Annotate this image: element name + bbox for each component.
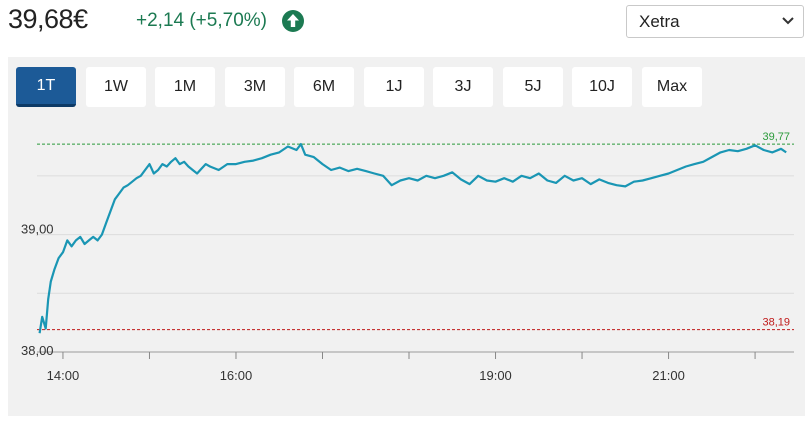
- quote-header: 39,68€ +2,14 (+5,70%) Xetra: [0, 0, 811, 52]
- arrow-up-circle-icon: [282, 10, 304, 32]
- tab-6m[interactable]: 6M: [294, 67, 354, 107]
- x-tick-label-0: 14:00: [47, 368, 80, 383]
- chevron-down-icon: [782, 17, 794, 25]
- reference-label-1: 38,19: [762, 317, 790, 329]
- tab-1m[interactable]: 1M: [155, 67, 215, 107]
- tab-1w[interactable]: 1W: [86, 67, 146, 107]
- y-tick-label-1: 39,00: [21, 222, 54, 237]
- exchange-selected-value: Xetra: [639, 12, 680, 31]
- price-series-line: [38, 143, 787, 334]
- tab-max[interactable]: Max: [642, 67, 702, 107]
- current-price: 39,68€: [8, 4, 88, 34]
- exchange-select[interactable]: Xetra: [626, 5, 804, 38]
- tab-1t[interactable]: 1T: [16, 67, 76, 107]
- tab-10j[interactable]: 10J: [572, 67, 632, 107]
- price-chart[interactable]: 14:00 16:00 19:00 21:00 38,00 39,00 39,77 38,19: [8, 57, 805, 416]
- tab-5j[interactable]: 5J: [503, 67, 563, 107]
- x-tick-label-2: 19:00: [479, 368, 512, 383]
- x-tick-label-1: 16:00: [220, 368, 253, 383]
- reference-label-0: 39,77: [762, 131, 790, 143]
- tab-1j[interactable]: 1J: [364, 67, 424, 107]
- x-tick-label-3: 21:00: [652, 368, 685, 383]
- tab-3j[interactable]: 3J: [433, 67, 493, 107]
- price-change: +2,14 (+5,70%): [136, 10, 267, 31]
- tab-3m[interactable]: 3M: [225, 67, 285, 107]
- y-tick-label-0: 38,00: [21, 343, 54, 358]
- chart-panel: 1T 1W 1M 3M 6M 1J 3J 5J 10J Max 14:00 16:…: [8, 57, 805, 416]
